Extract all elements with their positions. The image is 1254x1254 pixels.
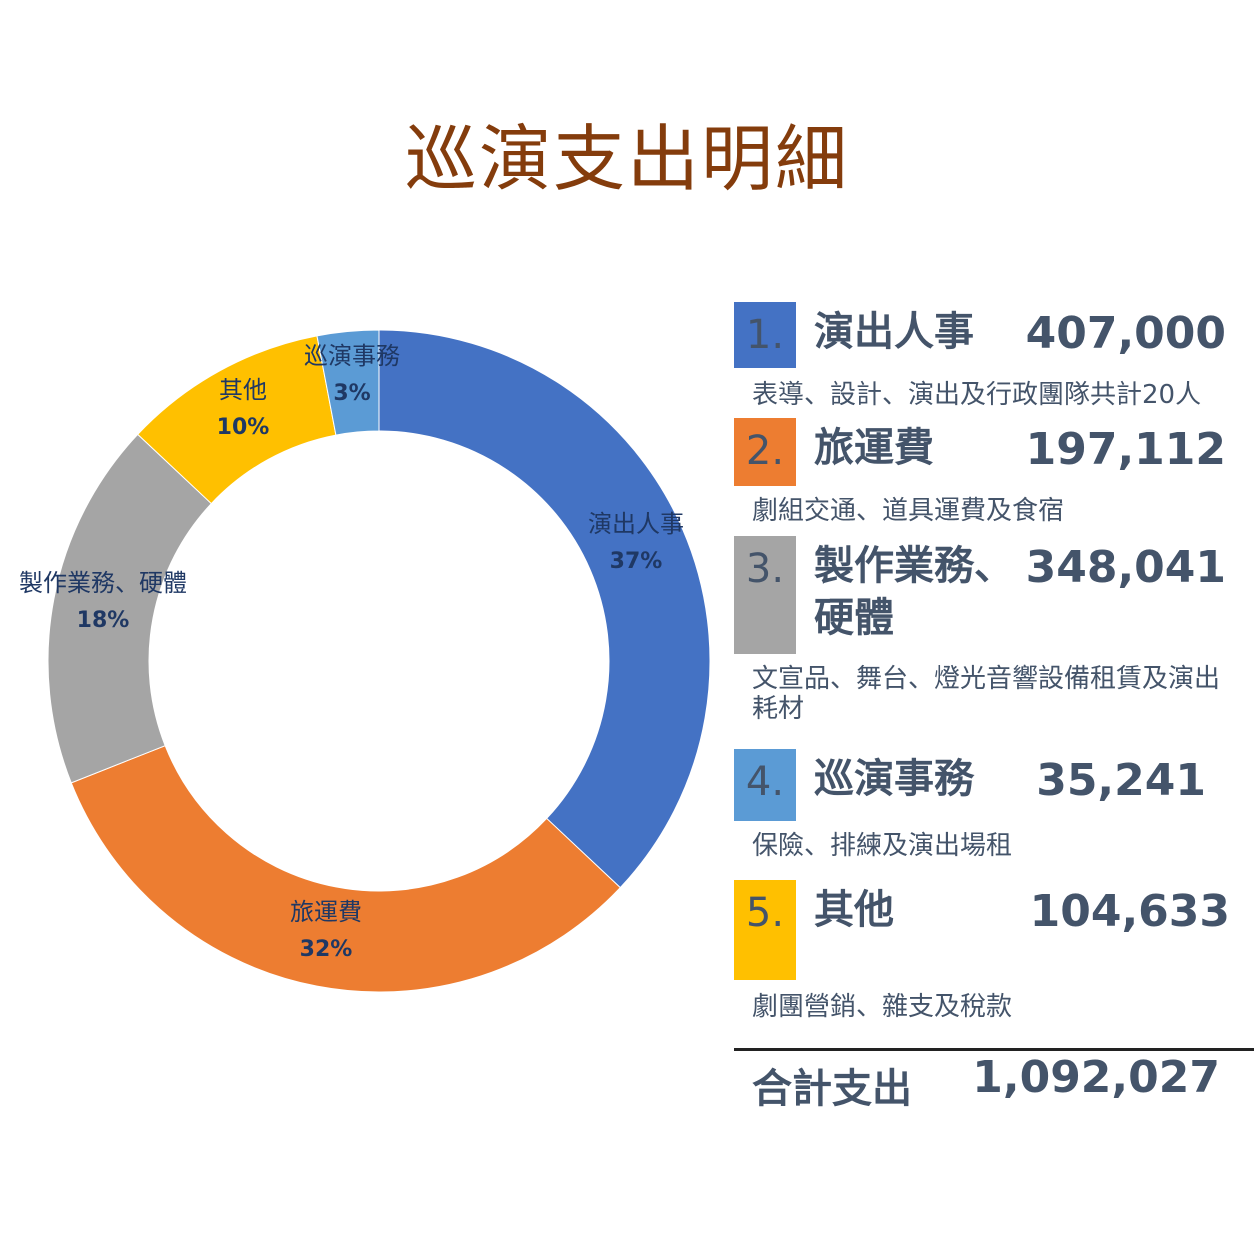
slice-label: 演出人事 — [588, 510, 684, 538]
slice-percent-label: 37% — [610, 549, 663, 574]
legend-desc: 劇團營銷、雜支及稅款 — [752, 992, 1013, 1022]
legend-item-1: 1. 演出人事 407,000 表導、設計、演出及行政團隊共計20人 — [734, 302, 1254, 412]
total-divider — [734, 1048, 1254, 1051]
legend-item-5: 5. 其他 104,633 劇團營銷、雜支及稅款 — [734, 880, 1254, 1030]
legend-name: 演出人事 — [814, 309, 974, 355]
legend-desc: 保險、排練及演出場租 — [752, 831, 1013, 861]
legend-desc: 文宣品、舞台、燈光音響設備租賃及演出耗材 — [752, 664, 1221, 724]
legend-value: 348,041 — [1025, 542, 1226, 593]
legend-name: 旅運費 — [814, 425, 934, 471]
slice-label: 其他 — [219, 376, 267, 404]
legend-swatch: 5. — [734, 880, 796, 980]
legend-swatch: 1. — [734, 302, 796, 368]
slice-percent-label: 3% — [333, 381, 370, 406]
total-label: 合計支出 — [752, 1066, 912, 1112]
donut-slice — [47, 433, 213, 784]
slice-percent-label: 10% — [217, 415, 270, 440]
slice-label: 旅運費 — [290, 898, 362, 926]
legend-value: 104,633 — [1029, 886, 1230, 937]
chart-title: 巡演支出明細 — [404, 117, 849, 201]
slice-label: 製作業務、硬體 — [19, 569, 187, 597]
legend-value: 407,000 — [1025, 308, 1226, 359]
legend-item-4: 4. 巡演事務 35,241 保險、排練及演出場租 — [734, 749, 1254, 861]
legend-swatch: 4. — [734, 749, 796, 821]
donut-slice — [70, 745, 621, 993]
donut-slice — [316, 329, 380, 436]
slice-percent-label: 18% — [77, 608, 130, 633]
legend-desc: 表導、設計、演出及行政團隊共計20人 — [752, 380, 1202, 410]
legend-name: 其他 — [814, 887, 894, 933]
legend-value: 197,112 — [1025, 424, 1226, 475]
donut-chart: 演出人事 37% 旅運費 32% 製作業務、硬體 18% 其他 10% 巡演事務 3% — [19, 329, 711, 993]
total-value: 1,092,027 — [972, 1052, 1220, 1103]
legend-name: 巡演事務 — [814, 756, 974, 802]
slice-percent-label: 32% — [300, 937, 353, 962]
legend-item-3: 3. 製作業務、硬體 348,041 文宣品、舞台、燈光音響設備租賃及演出耗材 — [734, 536, 1254, 736]
legend-item-2: 2. 旅運費 197,112 劇組交通、道具運費及食宿 — [734, 418, 1254, 528]
legend-name: 製作業務、硬體 — [814, 543, 1014, 641]
legend-swatch: 2. — [734, 418, 796, 486]
legend-swatch: 3. — [734, 536, 796, 654]
legend-desc: 劇組交通、道具運費及食宿 — [752, 496, 1065, 526]
donut-slice — [378, 329, 711, 889]
slice-label: 巡演事務 — [304, 342, 400, 370]
legend-value: 35,241 — [1036, 755, 1206, 806]
